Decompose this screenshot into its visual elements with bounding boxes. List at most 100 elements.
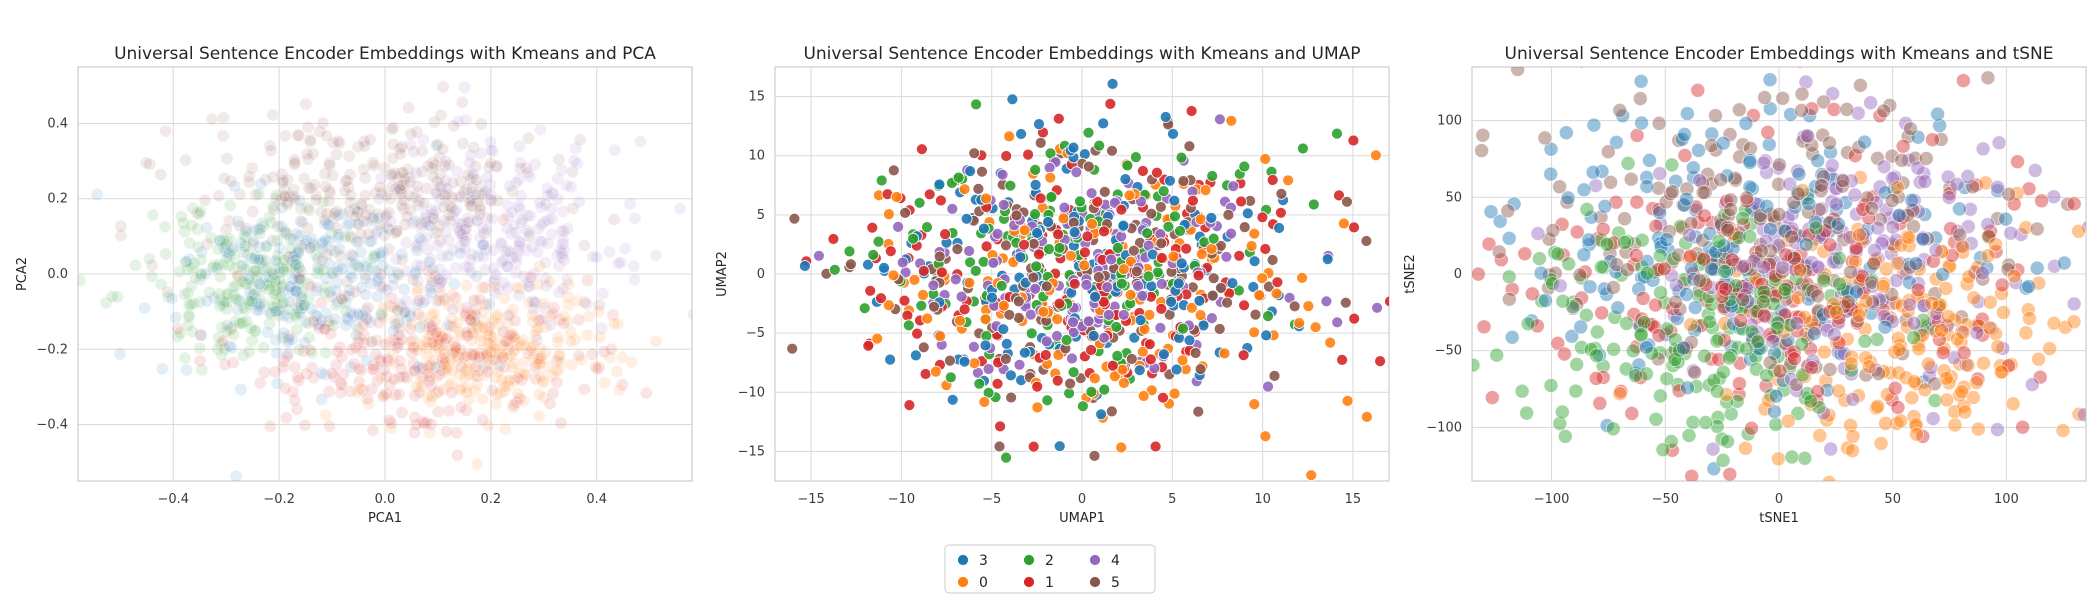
point-cluster-1 <box>280 412 292 424</box>
point-cluster-3 <box>1242 208 1253 219</box>
point-cluster-5 <box>407 274 419 286</box>
point-cluster-5 <box>411 180 423 192</box>
point-cluster-2 <box>1721 435 1735 449</box>
point-cluster-4 <box>464 157 476 169</box>
point-cluster-5 <box>485 157 497 169</box>
point-cluster-3 <box>1640 180 1654 194</box>
point-cluster-5 <box>1155 202 1166 213</box>
point-cluster-2 <box>1795 337 1809 351</box>
point-cluster-1 <box>1193 270 1204 281</box>
point-cluster-0 <box>891 192 902 203</box>
x-tick-label: −10 <box>888 492 915 507</box>
point-cluster-0 <box>1956 240 1970 254</box>
point-cluster-1 <box>467 349 479 361</box>
point-cluster-2 <box>253 188 265 200</box>
point-cluster-2 <box>1111 321 1122 332</box>
point-cluster-5 <box>403 189 415 201</box>
point-cluster-3 <box>1739 116 1753 130</box>
point-cluster-1 <box>269 366 281 378</box>
y-tick-label: 0.0 <box>47 267 68 282</box>
point-cluster-3 <box>1206 212 1217 223</box>
point-cluster-4 <box>1776 261 1790 275</box>
point-cluster-2 <box>1907 331 1921 345</box>
point-cluster-1 <box>452 449 464 461</box>
point-cluster-5 <box>206 113 218 125</box>
point-cluster-2 <box>264 211 276 223</box>
point-cluster-4 <box>557 283 569 295</box>
point-cluster-5 <box>952 244 963 255</box>
point-cluster-1 <box>1518 247 1532 261</box>
point-cluster-0 <box>1219 348 1230 359</box>
point-cluster-3 <box>1587 118 1601 132</box>
point-cluster-2 <box>1122 160 1133 171</box>
point-cluster-5 <box>320 180 332 192</box>
point-cluster-1 <box>1734 314 1748 328</box>
point-cluster-3 <box>1598 199 1612 213</box>
point-cluster-5 <box>220 224 232 236</box>
point-cluster-0 <box>1249 327 1260 338</box>
point-cluster-3 <box>1762 138 1776 152</box>
point-cluster-1 <box>258 367 270 379</box>
y-tick-label: −10 <box>738 385 765 400</box>
point-cluster-1 <box>1926 133 1940 147</box>
point-cluster-3 <box>1168 128 1179 139</box>
point-cluster-4 <box>612 257 624 269</box>
point-cluster-2 <box>1208 233 1219 244</box>
point-cluster-0 <box>2007 269 2021 283</box>
point-cluster-0 <box>1961 358 1975 372</box>
point-cluster-5 <box>416 145 428 157</box>
point-cluster-3 <box>398 283 410 295</box>
x-tick-label: 0 <box>1078 492 1086 507</box>
x-tick-label: 0.4 <box>586 492 607 507</box>
point-cluster-2 <box>290 311 302 323</box>
point-cluster-1 <box>1525 287 1539 301</box>
point-cluster-2 <box>1736 211 1750 225</box>
point-cluster-1 <box>1823 238 1837 252</box>
x-tick-label: 5 <box>1168 492 1176 507</box>
point-cluster-0 <box>2032 352 2046 366</box>
point-cluster-5 <box>1553 180 1567 194</box>
point-cluster-5 <box>977 166 988 177</box>
point-cluster-1 <box>924 189 935 200</box>
point-cluster-3 <box>1166 296 1177 307</box>
point-cluster-5 <box>1624 172 1638 186</box>
point-cluster-4 <box>429 205 441 217</box>
point-cluster-0 <box>1325 337 1336 348</box>
point-cluster-5 <box>578 239 590 251</box>
point-cluster-0 <box>594 331 606 343</box>
point-cluster-4 <box>1926 412 1940 426</box>
point-cluster-5 <box>475 118 487 130</box>
point-cluster-5 <box>1208 273 1219 284</box>
point-cluster-5 <box>1772 207 1786 221</box>
point-cluster-3 <box>1577 248 1591 262</box>
point-cluster-4 <box>983 364 994 375</box>
point-cluster-4 <box>1226 228 1237 239</box>
point-cluster-4 <box>624 198 636 210</box>
point-cluster-3 <box>1799 238 1813 252</box>
point-cluster-5 <box>1740 191 1754 205</box>
point-cluster-4 <box>1942 191 1956 205</box>
point-cluster-3 <box>1936 267 1950 281</box>
point-cluster-4 <box>1083 316 1094 327</box>
point-cluster-0 <box>533 388 545 400</box>
point-cluster-2 <box>195 205 207 217</box>
point-cluster-5 <box>1511 62 1525 76</box>
point-cluster-3 <box>1030 179 1041 190</box>
point-cluster-0 <box>1925 296 1939 310</box>
point-cluster-0 <box>1941 310 1955 324</box>
point-cluster-0 <box>566 359 578 371</box>
point-cluster-5 <box>1128 245 1139 256</box>
point-cluster-3 <box>249 253 261 265</box>
point-cluster-0 <box>2006 397 2020 411</box>
point-cluster-5 <box>300 98 312 110</box>
point-cluster-1 <box>1035 193 1046 204</box>
point-cluster-1 <box>1723 467 1737 481</box>
point-cluster-3 <box>287 273 299 285</box>
point-cluster-5 <box>1721 223 1735 237</box>
point-cluster-3 <box>315 367 327 379</box>
point-cluster-4 <box>2077 408 2091 422</box>
point-cluster-2 <box>1751 335 1765 349</box>
point-cluster-5 <box>1178 176 1189 187</box>
point-cluster-5 <box>221 153 233 165</box>
point-cluster-4 <box>1081 279 1092 290</box>
